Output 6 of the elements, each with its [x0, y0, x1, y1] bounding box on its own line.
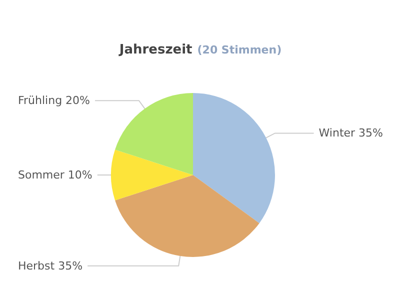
- slice-label: Sommer 10%: [18, 168, 92, 182]
- chart-title: Jahreszeit: [118, 42, 192, 58]
- slice-label: Herbst 35%: [18, 259, 83, 272]
- slice-label: Frühling 20%: [18, 94, 90, 108]
- slice-label: Winter 35%: [318, 126, 383, 140]
- chart-subtitle: (20 Stimmen): [197, 44, 282, 56]
